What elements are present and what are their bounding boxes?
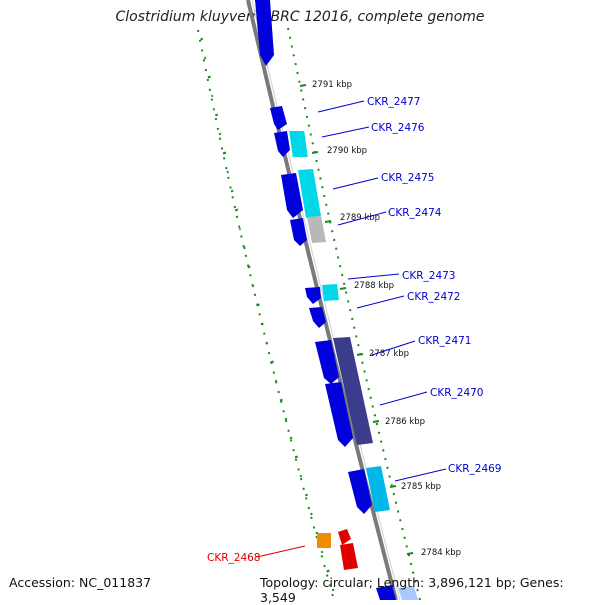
gene-ckr-2468-orange[interactable] [317, 533, 331, 548]
gene-label-ckr-2477[interactable]: CKR_2477 [367, 96, 420, 108]
kbp-label: 2786 kbp [385, 417, 425, 427]
kbp-label: 2784 kbp [421, 548, 461, 558]
map-title: Clostridium kluyveri NBRC 12016, complet… [115, 9, 485, 25]
kbp-label: 2791 kbp [312, 80, 352, 90]
gc-bar [284, 417, 288, 421]
gene-ckr-2477[interactable] [270, 106, 287, 130]
gc-bar [270, 360, 274, 364]
gc-bar [289, 436, 293, 440]
gc-bar [299, 474, 303, 478]
gene-ckr-2476-rna[interactable] [289, 131, 308, 157]
gc-bar [230, 189, 234, 193]
gc-bar [315, 531, 319, 535]
gene-features [255, 0, 418, 600]
gc-bar [226, 170, 230, 174]
gene-label-ckr-2473[interactable]: CKR_2473 [402, 270, 455, 282]
gene-ckr-2473-rna[interactable] [322, 284, 339, 301]
kbp-labels: 2791 kbp 2790 kbp 2789 kbp 2788 kbp 2787… [312, 80, 461, 558]
gene-label-ckr-2471[interactable]: CKR_2471 [418, 335, 471, 347]
gc-bar [200, 37, 204, 41]
gene-ckr-2476[interactable] [274, 131, 290, 157]
accession-text: Accession: NC_011837 [9, 575, 152, 590]
gc-bar [238, 227, 242, 231]
gc-bar [256, 303, 260, 307]
gene-ckr-2471[interactable] [315, 340, 339, 384]
gc-content-ring [197, 29, 335, 600]
gc-bar [265, 341, 269, 345]
gene-ckr-2468[interactable] [338, 529, 351, 545]
kbp-label: 2790 kbp [327, 146, 367, 156]
gene-top-partial[interactable] [255, 0, 274, 66]
gc-bar [214, 113, 219, 117]
gene-label-ckr-2472[interactable]: CKR_2472 [407, 291, 460, 303]
kbp-label: 2785 kbp [401, 482, 441, 492]
gene-bottom-partial[interactable] [376, 585, 396, 600]
gc-bar [294, 455, 299, 459]
gene-ckr-2469[interactable] [348, 469, 372, 514]
gc-bar [304, 493, 309, 497]
kbp-label: 2787 kbp [369, 349, 409, 359]
gc-bar [260, 322, 264, 326]
gene-ckr-2472[interactable] [309, 307, 326, 328]
gc-bar [279, 398, 283, 402]
gene-ckr-2475[interactable] [281, 173, 303, 218]
gc-bar [210, 94, 214, 98]
gc-bar [251, 284, 255, 288]
gc-bar [207, 75, 211, 79]
gc-content-bars [200, 37, 335, 592]
kbp-ticks [299, 84, 414, 555]
genome-backbone [246, 0, 398, 600]
topology-summary: Topology: circular; Length: 3,896,121 bp… [260, 575, 564, 605]
gene-ckr-2473[interactable] [305, 287, 321, 304]
gc-bar [234, 208, 239, 212]
gene-leader-lines [256, 100, 447, 558]
gene-label-ckr-2476[interactable]: CKR_2476 [371, 122, 425, 134]
gene-bottom-partial-b[interactable] [398, 586, 418, 600]
gc-bar [243, 246, 246, 250]
gene-label-ckr-2469[interactable]: CKR_2469 [448, 463, 501, 475]
gene-label-ckr-2474[interactable]: CKR_2474 [388, 207, 442, 219]
gc-bar [222, 151, 227, 155]
gene-ckr-2470[interactable] [325, 382, 353, 447]
gene-labels: CKR_2477 CKR_2476 CKR_2475 CKR_2474 CKR_… [207, 96, 501, 564]
gene-label-ckr-2468[interactable]: CKR_2468 [207, 552, 260, 564]
gene-label-ckr-2470[interactable]: CKR_2470 [430, 387, 483, 399]
scale-ring [287, 27, 421, 600]
gc-bar [331, 588, 335, 592]
gc-bar [218, 132, 222, 136]
gc-bar [320, 550, 324, 554]
gene-ckr-2474[interactable] [290, 218, 307, 246]
gc-bar [326, 569, 330, 573]
gc-bar [203, 56, 207, 60]
gene-ckr-2471-purple[interactable] [333, 337, 373, 445]
gene-label-ckr-2475[interactable]: CKR_2475 [381, 172, 434, 184]
gc-bar [310, 512, 313, 516]
gene-ckr-2469-rna[interactable] [366, 466, 390, 512]
gc-bar [247, 265, 251, 269]
kbp-label: 2789 kbp [340, 213, 380, 223]
kbp-label: 2788 kbp [354, 281, 394, 291]
gc-bar [274, 379, 278, 383]
gene-ckr-2468-b[interactable] [340, 543, 358, 570]
gene-ckr-2475-rna[interactable] [298, 169, 321, 218]
gene-ckr-2474-grey[interactable] [307, 216, 326, 243]
